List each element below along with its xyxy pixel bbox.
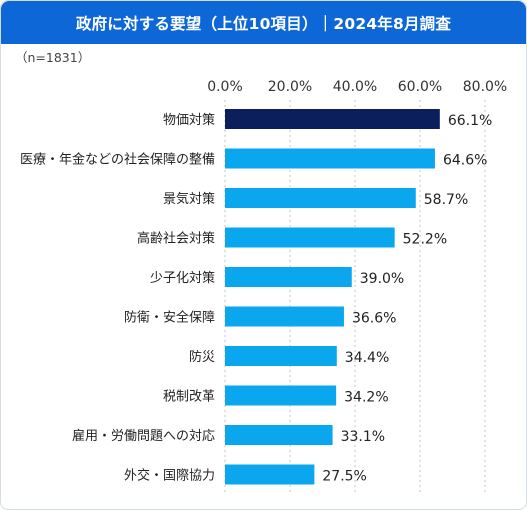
- value-label-7: 34.2%: [344, 390, 388, 406]
- category-label-3: 高齢社会対策: [137, 231, 215, 247]
- category-label-8: 雇用・労働問題への対応: [72, 428, 215, 444]
- value-label-9: 27.5%: [322, 469, 366, 485]
- value-label-1: 64.6%: [443, 153, 487, 169]
- x-tick-label-0: 0.0%: [207, 79, 243, 95]
- bar-7: [225, 385, 337, 406]
- bar-6: [225, 346, 337, 366]
- bar-4: [225, 267, 352, 287]
- bar-8: [225, 425, 333, 445]
- bar-9: [225, 464, 315, 485]
- chart-title: 政府に対する要望（上位10項目）｜2024年8月調査: [1, 1, 526, 44]
- value-label-3: 52.2%: [403, 232, 447, 248]
- value-label-4: 39.0%: [360, 271, 404, 287]
- category-label-1: 医療・年金などの社会保障の整備: [20, 152, 215, 168]
- x-tick-label-2: 40.0%: [333, 79, 377, 95]
- x-tick-label-3: 60.0%: [398, 79, 442, 95]
- category-label-0: 物価対策: [163, 112, 215, 128]
- bar-5: [225, 306, 344, 327]
- category-label-5: 防衛・安全保障: [124, 310, 215, 326]
- category-label-7: 税制改革: [163, 390, 215, 405]
- category-label-6: 防災: [189, 349, 215, 365]
- category-label-2: 景気対策: [163, 191, 215, 207]
- value-label-5: 36.6%: [352, 311, 396, 327]
- value-label-8: 33.1%: [341, 429, 385, 445]
- value-label-2: 58.7%: [424, 192, 468, 208]
- category-label-9: 外交・国際協力: [124, 468, 215, 484]
- category-label-4: 少子化対策: [150, 270, 215, 286]
- value-label-6: 34.4%: [345, 350, 389, 366]
- sample-size-note: （n=1831）: [15, 50, 91, 65]
- value-label-0: 66.1%: [448, 113, 492, 129]
- bar-3: [225, 227, 395, 248]
- bar-1: [225, 148, 435, 169]
- x-tick-label-1: 20.0%: [268, 79, 312, 95]
- x-tick-label-4: 80.0%: [463, 79, 507, 95]
- bar-2: [225, 188, 416, 208]
- bar-0: [225, 109, 440, 129]
